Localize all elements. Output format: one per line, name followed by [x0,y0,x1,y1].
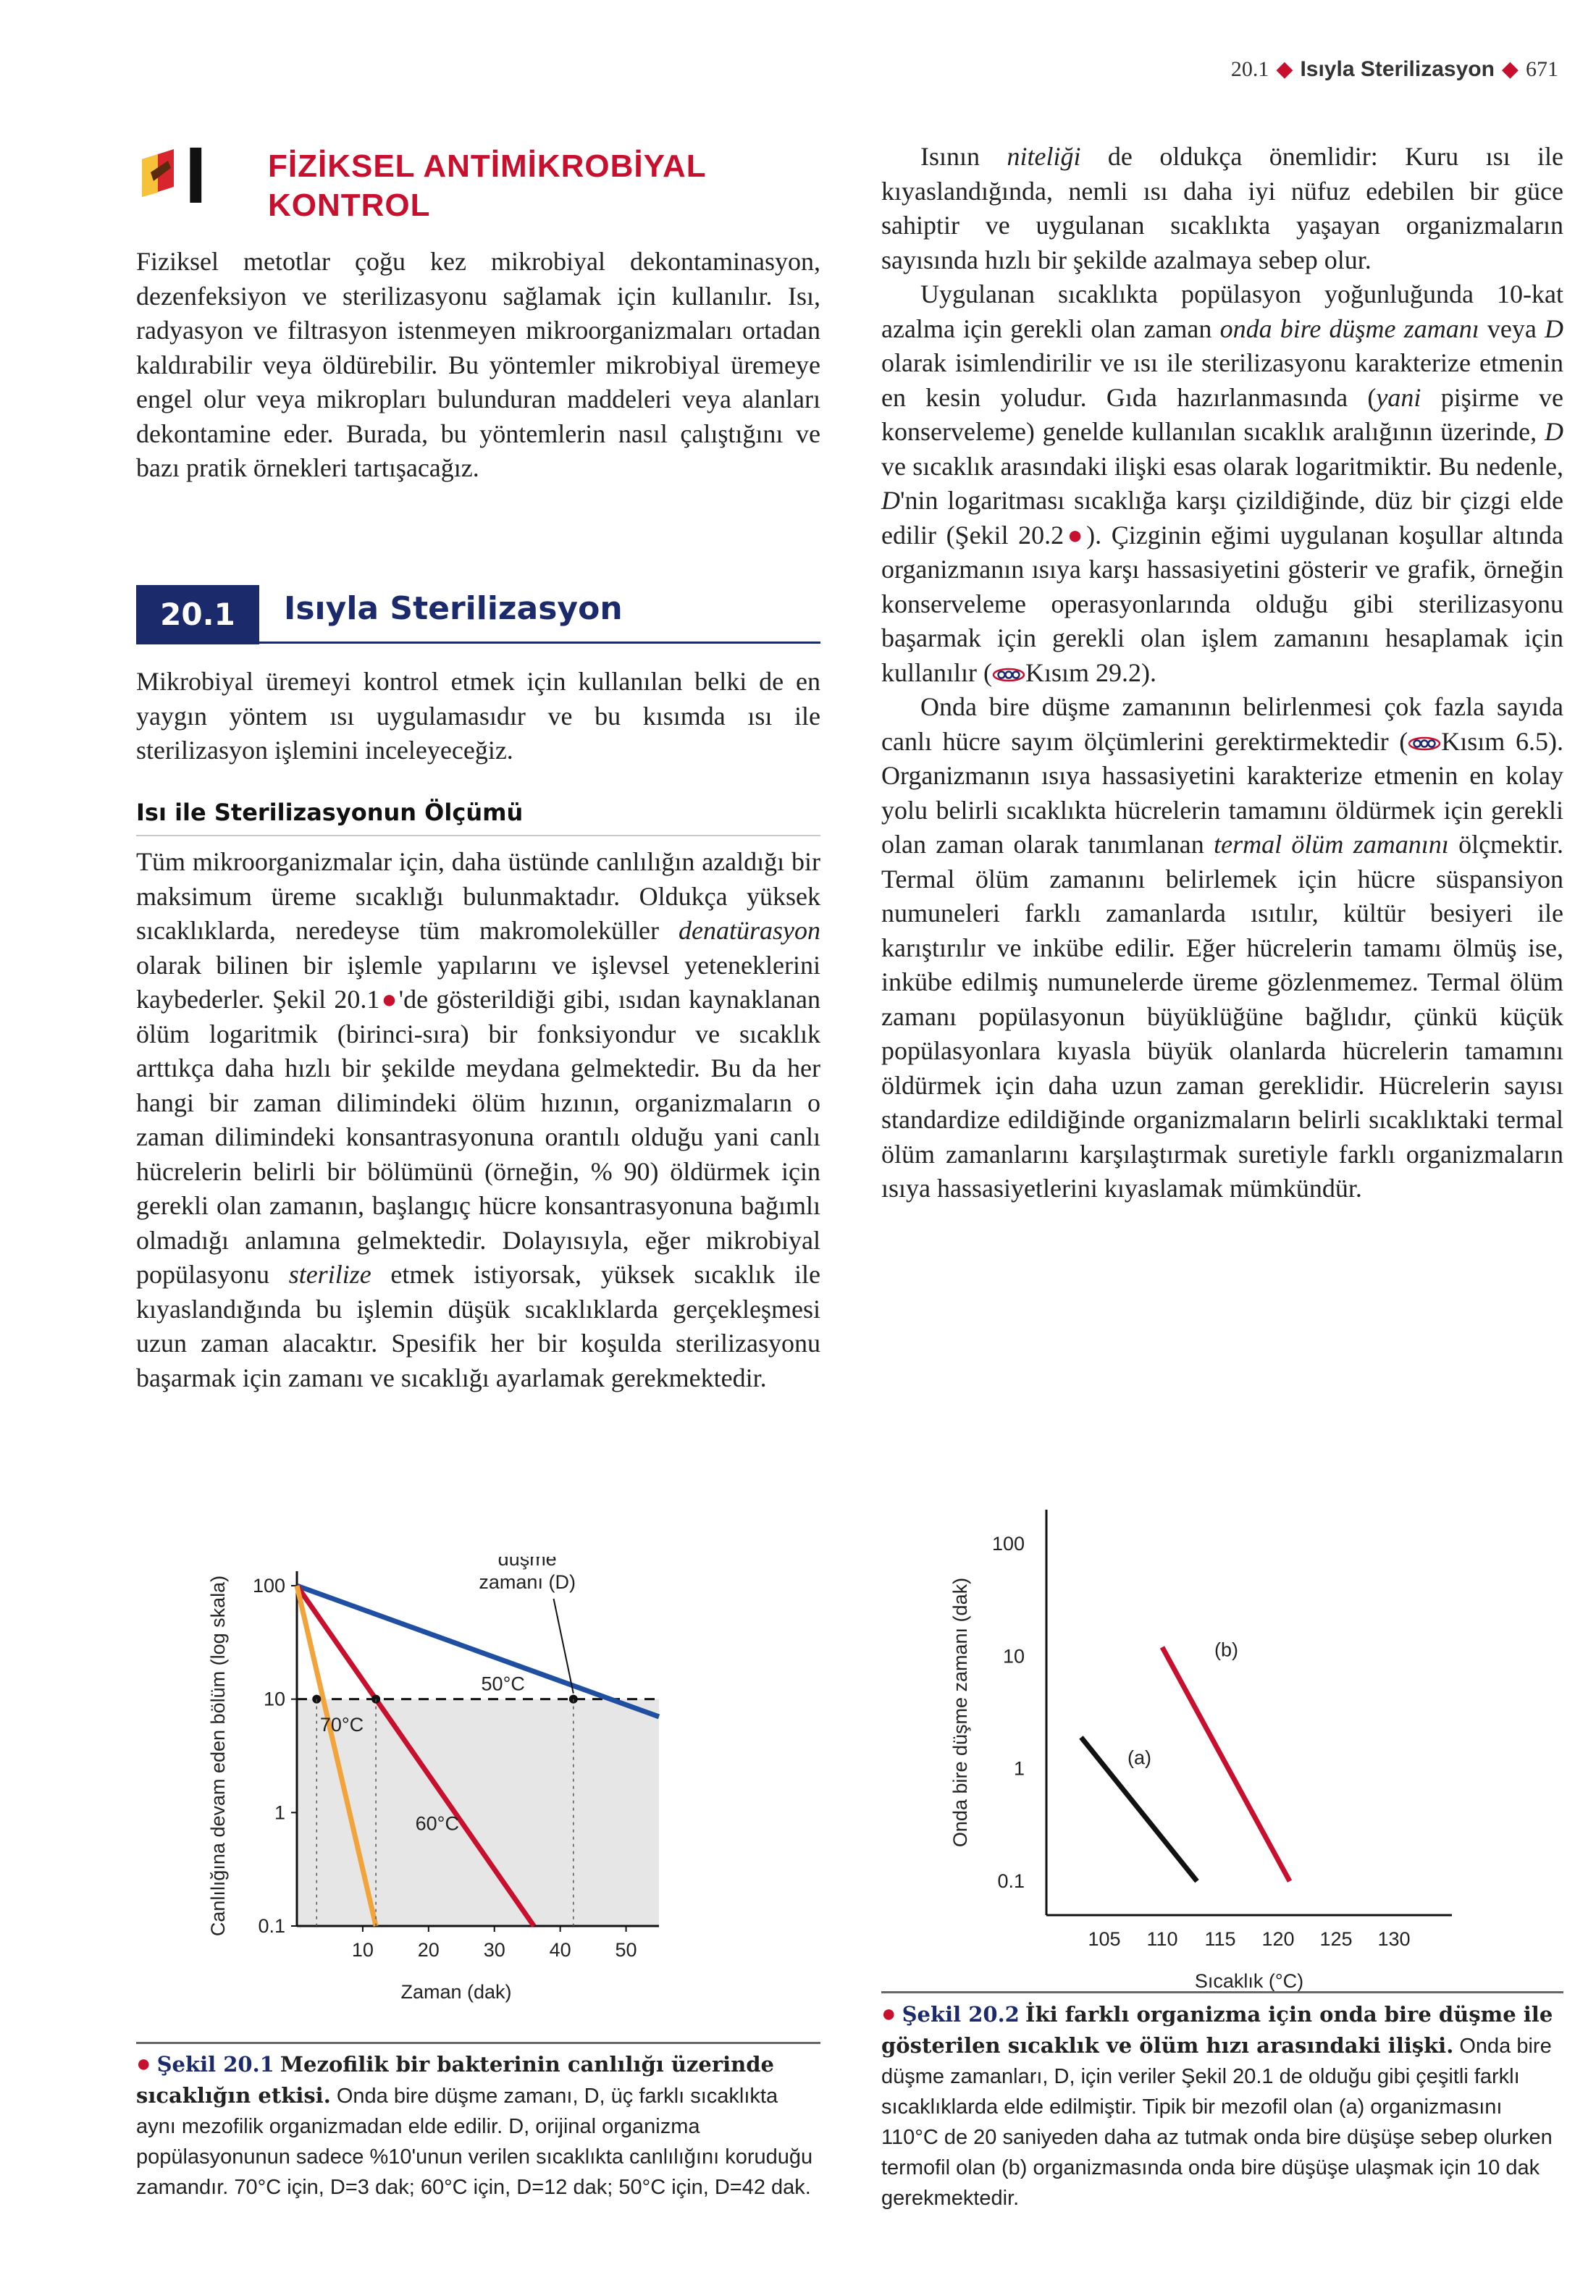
right-paragraph-1: Isının niteliği de oldukça önemlidir: Ku… [881,142,1564,274]
caption-rule [881,1991,1563,1993]
diamond-icon: ◆ [1276,57,1293,81]
part-title-line1: FİZİKSEL ANTİMİKROBİYAL [268,148,707,184]
caption-label: Şekil 20.1 [156,2052,274,2077]
page-number: 671 [1526,57,1558,81]
y-tick-label: 0.1 [258,1915,285,1937]
series-label: (b) [1214,1639,1238,1660]
series-line [294,1585,379,1927]
subheading-rule [136,835,820,836]
y-tick-label: 10 [1003,1645,1025,1667]
section-heading: Isıyla Sterilizasyon [284,590,623,627]
x-axis-label: Sıcaklık (°C) [1195,1970,1303,1992]
running-head: 20.1 ◆ Isıyla Sterilizasyon ◆ 671 [1231,56,1558,82]
series-line [295,1583,660,1720]
figure-20-1-caption: ● Şekil 20.1 Mezofilik bir bakterinin ca… [136,2050,813,2199]
x-tick-label: 130 [1377,1928,1410,1950]
x-tick-label: 50 [616,1939,637,1961]
y-axis-label: Onda bire düşme zamanı (dak) [949,1578,971,1847]
y-tick-label: 0.1 [997,1870,1025,1892]
annotation-line: zamanı (D) [479,1571,576,1593]
x-tick-label: 10 [352,1939,374,1961]
right-paragraph-3: Onda bire düşme zamanının belirlenmesi ç… [881,692,1564,1203]
figure-dot-icon: ● [136,2050,151,2077]
y-tick-label: 100 [253,1575,285,1597]
x-tick-label: 115 [1204,1928,1235,1950]
series-label: 70°C [320,1714,364,1736]
cross-reference-icon [1408,736,1441,751]
part-title: FİZİKSEL ANTİMİKROBİYAL KONTROL [268,147,707,225]
right-paragraph-2: Uygulanan sıcaklıkta popülasyon yoğunluğ… [881,279,1564,687]
y-tick-label: 100 [992,1533,1025,1555]
series-line [1079,1736,1199,1883]
running-head-title: Isıyla Sterilizasyon [1300,57,1495,81]
x-tick-label: 20 [418,1939,440,1961]
subheading: Isı ile Sterilizasyonun Ölçümü [136,799,524,826]
section-number-badge: 20.1 [136,585,259,644]
x-tick-label: 120 [1261,1928,1294,1950]
part-icon [142,149,174,197]
intro-paragraph: Fiziksel metotlar çoğu kez mikrobiyal de… [136,245,820,486]
x-tick-label: 105 [1088,1928,1120,1950]
x-axis-label: Zaman (dak) [400,1981,511,2003]
diamond-icon: ◆ [1501,57,1519,81]
left-body: Tüm mikroorganizmalar için, daha üstünde… [136,845,820,1395]
part-title-line2: KONTROL [268,188,431,223]
annotation-pointer [553,1598,574,1694]
figure-20-2-chart: 100 10 1 0.1 105 110 115 120 125 130 (a) (b) Onda … [949,1510,1452,1992]
y-tick-label: 1 [1014,1758,1025,1780]
caption-label: Şekil 20.2 [902,2002,1020,2027]
series-line [1159,1646,1293,1883]
series-label: 60°C [416,1813,459,1835]
cross-reference-link[interactable]: Kısım 29.2 [1025,657,1141,687]
section-rule [259,642,820,644]
series-label: (a) [1127,1746,1151,1768]
intro-text: Fiziksel metotlar çoğu kez mikrobiyal de… [136,247,820,482]
running-head-section: 20.1 [1230,57,1269,81]
x-tick-label: 110 [1146,1928,1177,1950]
shaded-region [297,1699,659,1926]
y-axis-label: Canlılığına devam eden bölüm (log skala) [207,1576,229,1936]
figure-dot-icon: ● [881,2000,896,2027]
series-line [295,1584,537,1928]
annotation-line: düşme [498,1557,557,1570]
cross-reference-link[interactable]: Kısım 6.5 [1441,726,1549,756]
figure-20-2-caption: ● Şekil 20.2 İki farklı organizma için o… [881,2000,1553,2210]
left-body-paragraph: Tüm mikroorganizmalar için, daha üstünde… [136,847,821,1392]
x-tick-label: 40 [550,1939,571,1961]
section-intro-text: Mikrobiyal üremeyi kontrol etmek için ku… [136,667,820,765]
part-numeral: I [185,131,207,220]
right-body: Isının niteliği de oldukça önemlidir: Ku… [881,140,1563,1206]
cross-reference-icon [992,668,1025,682]
y-tick-label: 10 [264,1689,285,1710]
x-tick-label: 30 [484,1939,505,1961]
x-tick-label: 125 [1319,1928,1352,1950]
figure-dot-icon: ● [379,985,399,1014]
section-intro: Mikrobiyal üremeyi kontrol etmek için ku… [136,665,820,768]
figure-20-1-chart: 100 10 1 0.1 10 20 30 40 50 50°C 60°C 70°C Canlılı… [207,1557,660,2003]
figure-dot-icon: ● [1064,520,1087,550]
series-label: 50°C [482,1673,525,1694]
caption-rule [136,2042,820,2044]
y-tick-label: 1 [274,1801,285,1823]
